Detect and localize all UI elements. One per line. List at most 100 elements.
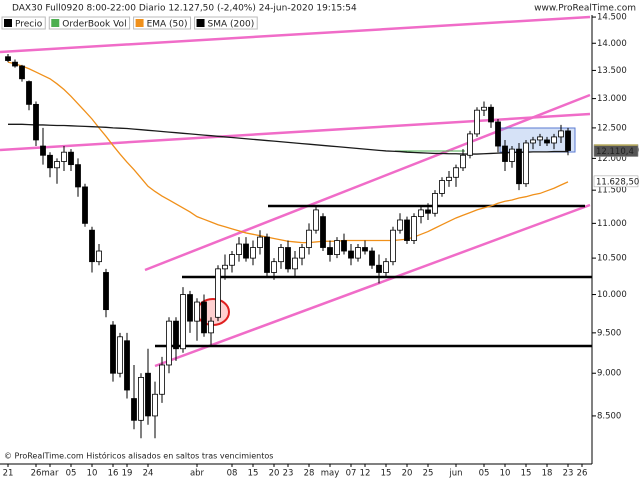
legend-label: OrderBook Vol <box>62 20 126 30</box>
candle-body <box>26 81 32 105</box>
candle-body <box>285 247 291 270</box>
x-tick-label: 19 <box>122 469 133 479</box>
y-tick-label: 8.500 <box>597 411 621 421</box>
candle-body <box>383 261 389 273</box>
x-tick-label: 15 <box>381 469 392 479</box>
legend-box <box>133 16 192 30</box>
candle-body <box>327 247 333 255</box>
x-tick-label: 07 <box>346 469 357 479</box>
candle-body <box>334 240 340 255</box>
candle-body <box>152 393 158 417</box>
y-tick-label: 13.000 <box>597 94 627 104</box>
legend-box <box>48 16 131 30</box>
candle-body <box>369 250 375 266</box>
x-tick-label: 12 <box>360 469 371 479</box>
candle-body <box>159 364 165 395</box>
candle-body <box>187 294 193 322</box>
candle-body <box>362 247 368 252</box>
candle-body <box>306 229 312 248</box>
source: www.ProRealTime.com <box>534 4 636 14</box>
trend-line <box>144 93 591 272</box>
y-tick-label: 9.000 <box>597 369 621 379</box>
candle-body <box>467 133 473 156</box>
x-tick-label: 08 <box>227 469 238 479</box>
candle-body <box>117 336 123 374</box>
candle-body <box>509 148 515 162</box>
candle-body <box>446 176 452 181</box>
candle-body <box>222 264 228 270</box>
y-tick-label: 9.500 <box>597 328 621 338</box>
candle-body <box>33 103 39 141</box>
candle-body <box>425 209 431 214</box>
y-tick-label: 14.500 <box>597 13 627 23</box>
candle-body <box>411 216 417 241</box>
trend-line <box>154 203 591 368</box>
candle-body <box>19 65 25 80</box>
x-tick-label: 10 <box>500 469 511 479</box>
candle-body <box>320 216 326 248</box>
candle-body <box>376 264 382 273</box>
candle-body <box>460 154 466 169</box>
candle-body <box>502 145 508 162</box>
candle-body <box>341 240 347 252</box>
candle-body <box>481 106 487 111</box>
price-tag <box>593 145 639 157</box>
candle-body <box>124 340 130 391</box>
candle-body <box>271 261 277 273</box>
price-tag-label: 12.110,4 <box>596 147 634 157</box>
candle-body <box>488 106 494 123</box>
candle-body <box>54 161 60 169</box>
candle-body <box>215 268 221 318</box>
x-tick-label: 15 <box>521 469 532 479</box>
candle-body <box>544 139 550 144</box>
x-tick-label: 20 <box>269 469 280 479</box>
candle-body <box>495 121 501 147</box>
y-tick-label: 10.500 <box>597 254 627 264</box>
price-tag-label: 11.628,50 <box>596 177 639 187</box>
candle-body <box>348 250 354 259</box>
candle-body <box>278 247 284 263</box>
candle-body <box>397 219 403 231</box>
x-tick-label: 23 <box>283 469 294 479</box>
chart-title: DAX30 Full0920 8:00-22:00 Diario 12.127,… <box>12 4 357 14</box>
candle-body <box>250 247 256 259</box>
x-tick-label: 10 <box>87 469 98 479</box>
candle-body <box>516 148 522 185</box>
candle-body <box>292 257 298 270</box>
x-tick-label: may <box>321 469 340 479</box>
x-tick-label: 21 <box>3 469 14 479</box>
candle-body <box>12 61 18 67</box>
candle-body <box>40 145 46 156</box>
trend-line <box>0 15 591 54</box>
candle-body <box>530 139 536 144</box>
x-tick-label: 28 <box>304 469 315 479</box>
x-tick-label: 16 <box>108 469 119 479</box>
candle-body <box>257 236 263 248</box>
y-tick-label: 11.000 <box>597 219 627 229</box>
candle-body <box>551 136 557 144</box>
y-tick-label: 10.000 <box>597 290 627 300</box>
x-tick-label: 23 <box>563 469 574 479</box>
candle-body <box>68 151 74 166</box>
legend-swatch <box>196 19 205 27</box>
candle-body <box>208 320 214 334</box>
candle-body <box>264 236 270 273</box>
candle-body <box>229 254 235 266</box>
x-tick-label: 25 <box>423 469 434 479</box>
candle-body <box>82 186 88 224</box>
candle-body <box>432 193 438 214</box>
x-tick-label: 18 <box>542 469 553 479</box>
x-tick-label: 26 <box>31 469 42 479</box>
x-tick-label: jun <box>448 469 462 479</box>
candle-body <box>523 142 529 185</box>
candle-body <box>145 372 151 417</box>
candle-body <box>5 56 11 61</box>
x-tick-label: mar <box>42 469 59 479</box>
legend-label: Precio <box>15 20 43 30</box>
candle-body <box>243 243 249 259</box>
candle-body <box>201 301 207 334</box>
candle-body <box>110 324 116 374</box>
x-tick-label: 26 <box>577 469 588 479</box>
candle-body <box>75 164 81 188</box>
